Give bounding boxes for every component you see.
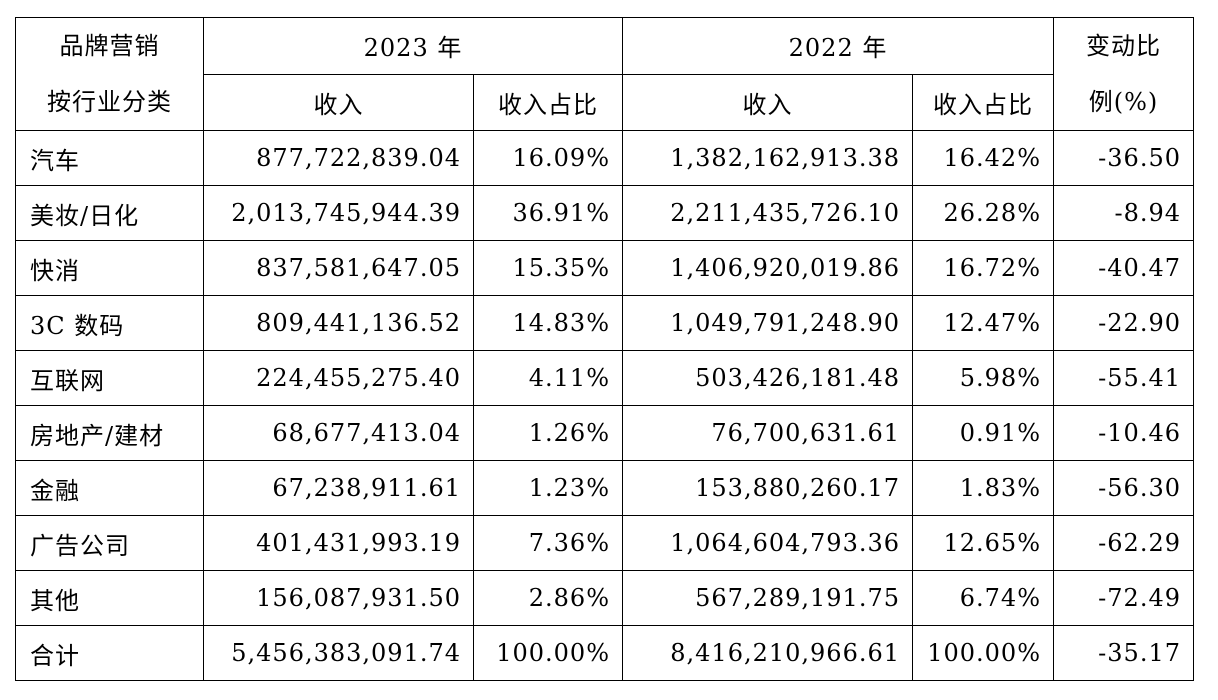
- value-cell: -56.30: [1053, 460, 1194, 516]
- value-cell: 1.83%: [912, 460, 1054, 516]
- value-cell: 2,211,435,726.10: [622, 185, 913, 241]
- value-cell: 76,700,631.61: [622, 405, 913, 461]
- header-cell: 变动比例(%): [1053, 17, 1194, 131]
- value-cell: 1,064,604,793.36: [622, 515, 913, 571]
- data-row: 房地产/建材 68,677,413.04 1.26% 76,700,631.61 0.9…: [15, 405, 1194, 461]
- header-text: 按行业分类: [47, 88, 172, 116]
- category-cell: 美妆/日化: [15, 185, 204, 241]
- value-cell: 15.35%: [473, 240, 623, 296]
- value-cell: 100.00%: [912, 625, 1054, 681]
- value-cell: 837,581,647.05: [203, 240, 474, 296]
- category-cell: 其他: [15, 570, 204, 626]
- value-cell: -40.47: [1053, 240, 1194, 296]
- value-cell: 14.83%: [473, 295, 623, 351]
- category-cell: 3C 数码: [15, 295, 204, 351]
- value-cell: -10.46: [1053, 405, 1194, 461]
- category-cell: 合计: [15, 625, 204, 681]
- value-cell: 1,382,162,913.38: [622, 130, 913, 186]
- value-cell: 153,880,260.17: [622, 460, 913, 516]
- header-cell: 品牌营销 按行业分类: [15, 17, 204, 131]
- header-cell: 收入: [203, 73, 474, 131]
- category-cell: 汽车: [15, 130, 204, 186]
- value-cell: -72.49: [1053, 570, 1194, 626]
- value-cell: 4.11%: [473, 350, 623, 406]
- value-cell: -22.90: [1053, 295, 1194, 351]
- category-cell: 快消: [15, 240, 204, 296]
- header-row: 品牌营销按行业分类 2023 年 2022 年 变动比例(%): [15, 17, 1194, 131]
- value-cell: 12.47%: [912, 295, 1054, 351]
- value-cell: 67,238,911.61: [203, 460, 474, 516]
- header-cell: 2022 年: [622, 17, 1054, 75]
- value-cell: 7.36%: [473, 515, 623, 571]
- value-cell: 6.74%: [912, 570, 1054, 626]
- value-cell: 12.65%: [912, 515, 1054, 571]
- revenue-table: 品牌营销 按行业分类 2023 年 2022 年 变动比 例(%) 收入 收入占比 …: [15, 17, 1194, 681]
- data-row: 其他 156,087,931.50 2.86% 567,289,191.75 6.74%…: [15, 570, 1194, 626]
- header-cell: 收入: [622, 73, 913, 131]
- value-cell: 16.09%: [473, 130, 623, 186]
- value-cell: -62.29: [1053, 515, 1194, 571]
- value-cell: 156,087,931.50: [203, 570, 474, 626]
- header-text: 例(%): [1088, 88, 1159, 116]
- data-row: 美妆/日化 2,013,745,944.39 36.91% 2,211,435,726…: [15, 185, 1194, 241]
- data-row: 合计 5,456,383,091.74 100.00% 8,416,210,966.6…: [15, 625, 1194, 681]
- value-cell: 809,441,136.52: [203, 295, 474, 351]
- category-cell: 金融: [15, 460, 204, 516]
- value-cell: 26.28%: [912, 185, 1054, 241]
- data-row: 3C 数码 809,441,136.52 14.83% 1,049,791,248.9…: [15, 295, 1194, 351]
- value-cell: 2,013,745,944.39: [203, 185, 474, 241]
- value-cell: 16.72%: [912, 240, 1054, 296]
- value-cell: -35.17: [1053, 625, 1194, 681]
- value-cell: 5.98%: [912, 350, 1054, 406]
- header-cell: 2023 年: [203, 17, 623, 75]
- value-cell: 1,049,791,248.90: [622, 295, 913, 351]
- category-cell: 互联网: [15, 350, 204, 406]
- value-cell: 1.23%: [473, 460, 623, 516]
- header-text: 品牌营销: [59, 32, 160, 60]
- category-cell: 房地产/建材: [15, 405, 204, 461]
- table-body: 品牌营销 按行业分类 2023 年 2022 年 变动比 例(%) 收入 收入占比 …: [15, 17, 1194, 681]
- data-row: 快消 837,581,647.05 15.35% 1,406,920,019.86 16…: [15, 240, 1194, 296]
- value-cell: 567,289,191.75: [622, 570, 913, 626]
- data-row: 广告公司 401,431,993.19 7.36% 1,064,604,793.36 1…: [15, 515, 1194, 571]
- header-cell: 收入占比: [473, 73, 623, 131]
- value-cell: -55.41: [1053, 350, 1194, 406]
- value-cell: -36.50: [1053, 130, 1194, 186]
- value-cell: 503,426,181.48: [622, 350, 913, 406]
- value-cell: 100.00%: [473, 625, 623, 681]
- value-cell: 1.26%: [473, 405, 623, 461]
- header-text: 变动比: [1086, 32, 1161, 60]
- value-cell: 36.91%: [473, 185, 623, 241]
- data-row: 金融 67,238,911.61 1.23% 153,880,260.17 1.83% -…: [15, 460, 1194, 516]
- value-cell: 8,416,210,966.61: [622, 625, 913, 681]
- data-row: 互联网 224,455,275.40 4.11% 503,426,181.48 5.98…: [15, 350, 1194, 406]
- value-cell: 1,406,920,019.86: [622, 240, 913, 296]
- data-row: 汽车 877,722,839.04 16.09% 1,382,162,913.38 16…: [15, 130, 1194, 186]
- value-cell: 877,722,839.04: [203, 130, 474, 186]
- value-cell: 5,456,383,091.74: [203, 625, 474, 681]
- value-cell: 68,677,413.04: [203, 405, 474, 461]
- value-cell: 16.42%: [912, 130, 1054, 186]
- value-cell: 224,455,275.40: [203, 350, 474, 406]
- value-cell: 401,431,993.19: [203, 515, 474, 571]
- value-cell: 0.91%: [912, 405, 1054, 461]
- value-cell: -8.94: [1053, 185, 1194, 241]
- header-cell: 收入占比: [912, 73, 1054, 131]
- value-cell: 2.86%: [473, 570, 623, 626]
- category-cell: 广告公司: [15, 515, 204, 571]
